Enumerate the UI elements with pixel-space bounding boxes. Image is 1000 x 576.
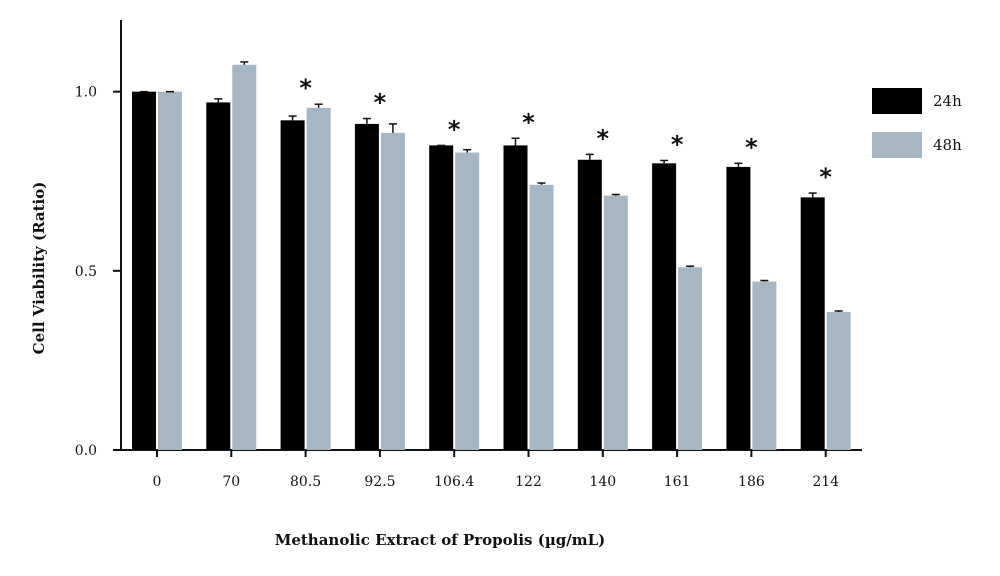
significance-star: * (597, 124, 610, 152)
significance-star: * (522, 108, 535, 136)
significance-star: * (299, 74, 312, 102)
bar-24h (132, 91, 156, 451)
bar-24h (652, 163, 677, 451)
legend-swatch-24h (872, 88, 922, 114)
x-tick-label: 80.5 (290, 474, 321, 490)
bar-24h (354, 123, 379, 451)
x-tick-label: 106.4 (434, 474, 474, 490)
bar-48h (752, 281, 777, 450)
bar-24h (800, 197, 825, 450)
legend-label-24h: 24h (933, 92, 962, 110)
significance-star: * (819, 163, 832, 191)
legend: 24h 48h (872, 88, 962, 158)
y-tick-label: 0.0 (75, 443, 97, 459)
bar-48h (232, 64, 257, 451)
bar-48h (158, 91, 182, 451)
bar-48h (306, 107, 331, 451)
legend-swatch-48h (872, 132, 922, 158)
y-tick-label: 0.5 (75, 264, 97, 280)
bar-24h (280, 120, 305, 450)
x-tick-label: 161 (664, 474, 691, 490)
x-tick-label: 92.5 (364, 474, 395, 490)
bar-24h (206, 102, 231, 451)
significance-star: * (448, 115, 461, 143)
bar-24h (429, 145, 454, 450)
bar-48h (455, 152, 480, 451)
x-tick-label: 70 (222, 474, 240, 490)
significance-star: * (745, 133, 758, 161)
bar-48h (603, 195, 628, 450)
y-tick-label: 1.0 (75, 85, 97, 101)
x-tick-label: 0 (153, 474, 162, 490)
x-tick-label: 186 (738, 474, 765, 490)
bar-48h (678, 267, 703, 450)
significance-star: * (374, 89, 387, 117)
bar-48h (529, 184, 554, 451)
y-axis-title: Cell Viability (Ratio) (30, 182, 48, 355)
bar-48h (826, 312, 851, 450)
x-tick-label: 122 (515, 474, 542, 490)
x-tick-label: 214 (812, 474, 839, 490)
bar-48h (380, 132, 405, 450)
x-tick-label: 140 (589, 474, 616, 490)
significance-star: * (671, 130, 684, 158)
plot-area: 0.0 0.5 1.0 0 70 80.5 * 92.5 * 106.4 * 122 * 140 * 161 *… (75, 20, 862, 490)
legend-label-48h: 48h (933, 136, 962, 154)
bar-24h (503, 145, 528, 450)
bar-24h (726, 166, 751, 450)
x-axis-title: Methanolic Extract of Propolis (µg/mL) (275, 531, 606, 549)
bar-24h (577, 159, 602, 450)
